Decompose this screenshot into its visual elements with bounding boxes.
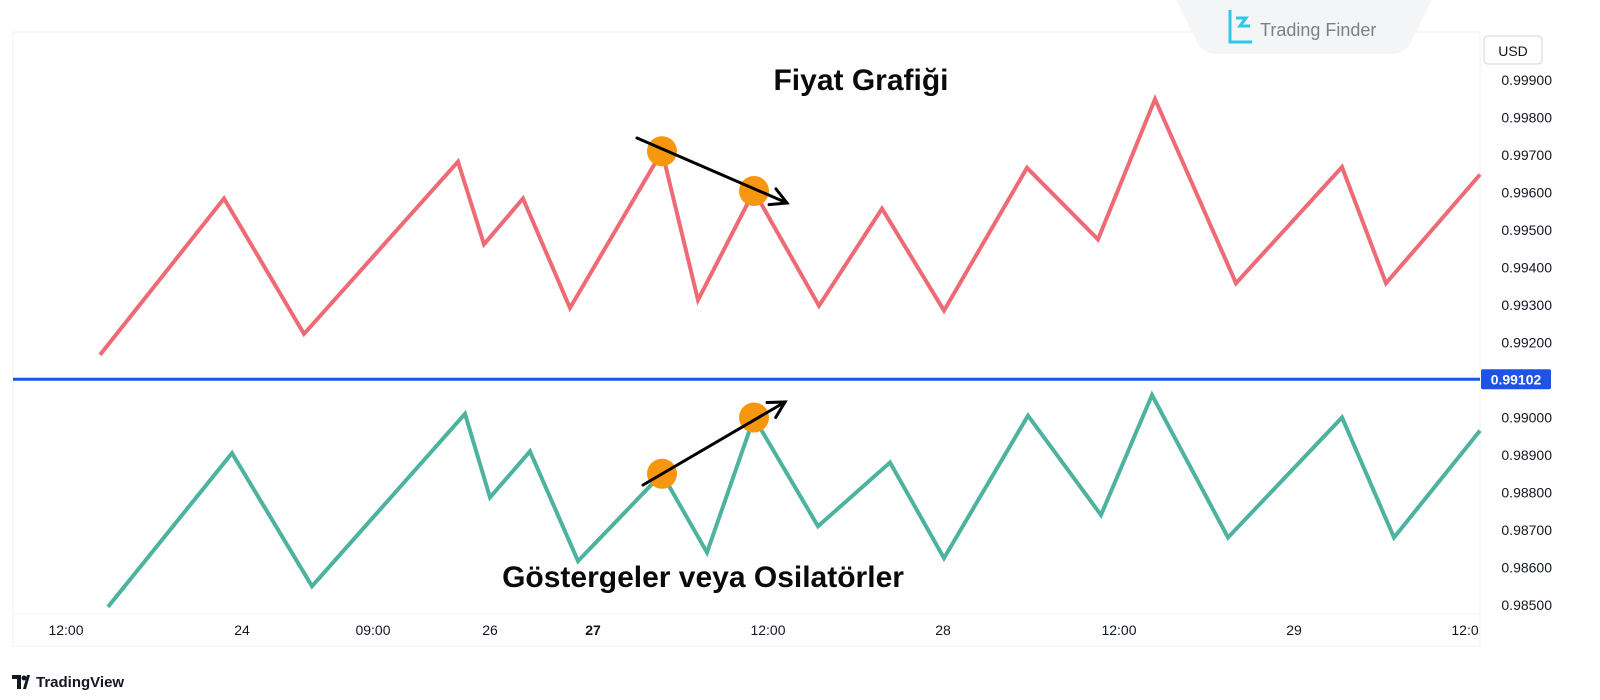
x-tick-label: 12:00: [750, 622, 785, 638]
y-tick-label: 0.99000: [1501, 410, 1552, 426]
y-tick-label: 0.99200: [1501, 335, 1552, 351]
y-tick-label: 0.99900: [1501, 72, 1552, 88]
y-tick-label: 0.98500: [1501, 597, 1552, 613]
trading-finder-text: Trading Finder: [1260, 20, 1376, 40]
last-price-tag: 0.99102: [1481, 369, 1551, 390]
x-tick-label: 24: [234, 622, 250, 638]
divergence-marker: [647, 136, 677, 167]
x-tick-label: 27: [585, 622, 601, 638]
x-tick-label: 12:0: [1451, 622, 1478, 638]
divergence-arrows: [635, 136, 790, 487]
x-tick-label: 12:00: [1101, 622, 1136, 638]
x-tick-label: 29: [1286, 622, 1302, 638]
price-trend-arrow: [635, 136, 790, 207]
y-tick-label: 0.98600: [1501, 560, 1552, 576]
y-axis-ticks: 0.99900 0.99800 0.99700 0.99600 0.99500 0.994…: [1501, 72, 1552, 613]
y-tick-label: 0.99500: [1501, 222, 1552, 238]
x-tick-label: 12:00: [48, 622, 83, 638]
tradingview-logo-icon: [12, 675, 30, 689]
price-chart-title: Fiyat Grafiği: [773, 64, 948, 97]
trading-finder-logo-icon: [1228, 10, 1252, 44]
x-tick-label: 26: [482, 622, 498, 638]
indicator-title: Göstergeler veya Osilatörler: [502, 561, 904, 594]
y-tick-label: 0.98800: [1501, 485, 1552, 501]
y-tick-label: 0.99700: [1501, 147, 1552, 163]
trading-finder-watermark: Trading Finder: [1176, 0, 1432, 54]
y-tick-label: 0.99400: [1501, 260, 1552, 276]
divergence-marker: [739, 402, 769, 433]
currency-label: USD: [1498, 43, 1528, 59]
indicator-trend-arrow: [641, 400, 788, 487]
series-group: [98, 93, 1482, 609]
series-line-1: [98, 93, 1482, 357]
divergence-marker: [739, 176, 769, 206]
y-tick-label: 0.99300: [1501, 297, 1552, 313]
tradingview-brand[interactable]: TradingView: [12, 670, 124, 694]
y-tick-label: 0.99800: [1501, 110, 1552, 126]
plot-area: [12, 31, 1481, 647]
tradingview-label: TradingView: [36, 673, 125, 691]
x-tick-label: 09:00: [355, 622, 390, 638]
last-price-tag-label: 0.99102: [1491, 371, 1542, 387]
x-tick-label: 28: [935, 622, 951, 638]
currency-box[interactable]: [1483, 35, 1543, 65]
y-tick-label: 0.98700: [1501, 522, 1552, 538]
x-axis-ticks: 12:00 24 09:00 26 27 12:00 28 12:00 29 12:0: [48, 622, 1478, 638]
last-price-tag-bg: [1481, 369, 1551, 390]
y-tick-label: 0.98900: [1501, 447, 1552, 463]
series-line-2: [106, 390, 1482, 609]
y-tick-label: 0.99600: [1501, 185, 1552, 201]
